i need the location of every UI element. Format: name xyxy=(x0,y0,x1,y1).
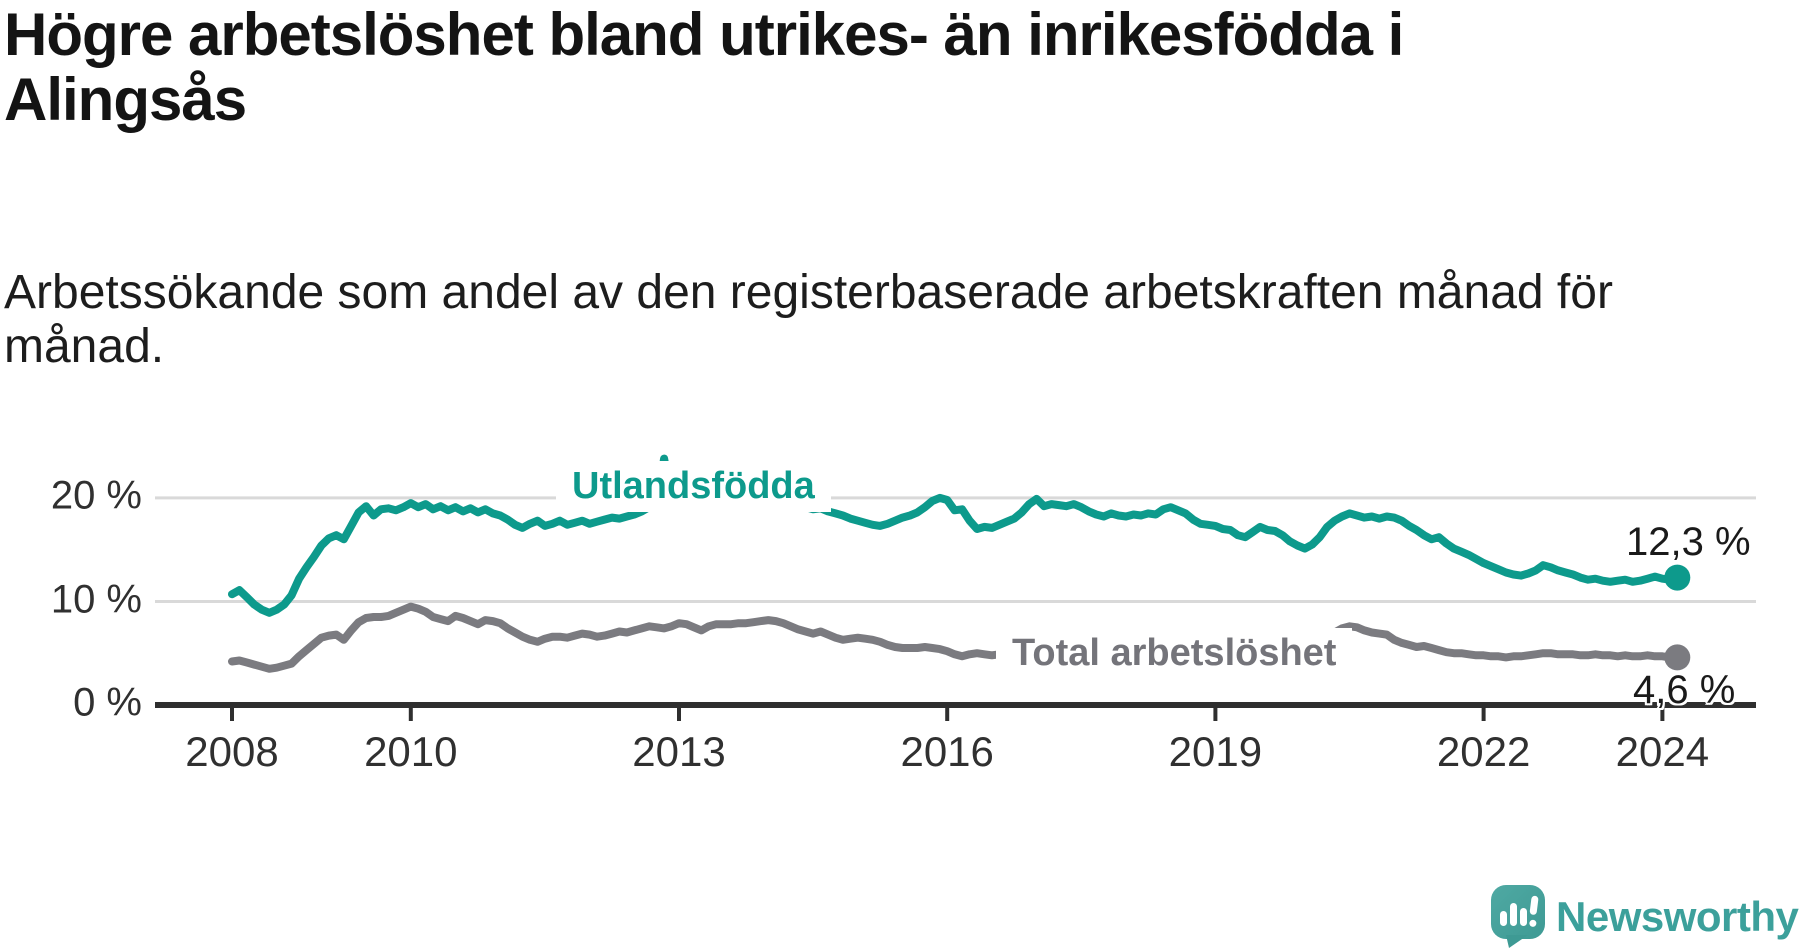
series-label-total-arbetsloshet: Total arbetslöshet xyxy=(996,628,1353,679)
brand-wordmark: Newsworthy xyxy=(1556,893,1799,940)
x-tick-label-2016: 2016 xyxy=(900,728,994,775)
y-tick-label-0: 0 % xyxy=(73,680,142,725)
page-title: Högre arbetslöshet bland utrikes- än inr… xyxy=(4,1,1404,133)
speech-bubble-icon xyxy=(1491,885,1545,948)
line-utlandsfodda xyxy=(228,454,1682,617)
exclamation-glyph xyxy=(1529,895,1539,927)
end-dot-total-arbetsloshet xyxy=(1664,644,1691,671)
x-tick-label-2019: 2019 xyxy=(1168,728,1263,775)
end-point-dots xyxy=(1664,564,1691,671)
end-value-label-utlandsfodda: 12,3 % xyxy=(1626,520,1751,564)
y-tick-label-20: 20 % xyxy=(50,473,142,518)
gridlines xyxy=(155,496,1756,603)
line-total-arbetsloshet xyxy=(228,602,1682,673)
data-lines xyxy=(228,454,1682,673)
x-tick-label-2022: 2022 xyxy=(1436,728,1531,775)
end-value-label-total: 4,6 % xyxy=(1633,668,1736,712)
x-tick-label-2013: 2013 xyxy=(632,728,726,775)
x-tick-label-2024: 2024 xyxy=(1615,728,1710,775)
end-dot-utlandsfodda xyxy=(1664,564,1691,591)
chart-subtitle: Arbetssökande som andel av den registerb… xyxy=(4,266,1613,373)
series-label-utlandsfodda: Utlandsfödda xyxy=(556,461,831,512)
y-tick-label-10: 10 % xyxy=(50,577,142,622)
x-tick-label-2008: 2008 xyxy=(185,728,279,775)
x-tick-label-2010: 2010 xyxy=(364,728,458,775)
bar-chart-glyph xyxy=(1500,903,1527,926)
